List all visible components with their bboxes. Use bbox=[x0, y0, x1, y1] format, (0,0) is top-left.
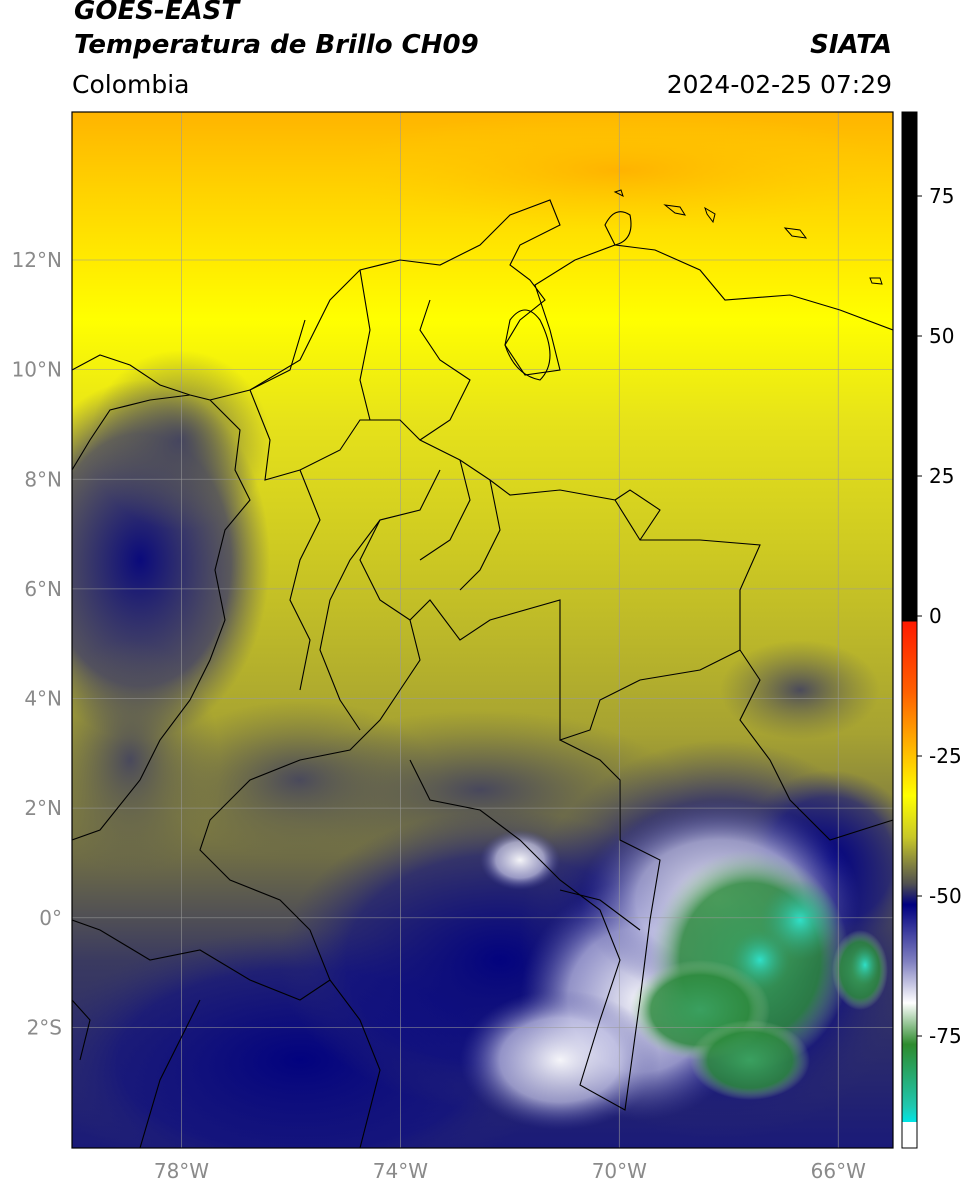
latitude-label: 8°N bbox=[24, 467, 62, 491]
longitude-label: 70°W bbox=[592, 1159, 647, 1183]
colorbar-tick-label: 75 bbox=[929, 184, 954, 208]
colorbar-tick-label: 0 bbox=[929, 604, 942, 628]
colorbar-ticks: 75 50 25 0 -25 -50 -75 bbox=[917, 184, 962, 1048]
longitude-label: 66°W bbox=[811, 1159, 866, 1183]
datetime-label: 2024-02-25 07:29 bbox=[666, 70, 892, 99]
latitude-labels: 12°N 10°N 8°N 6°N 4°N 2°N 0° 2°S bbox=[12, 248, 62, 1039]
colorbar-tick-label: 50 bbox=[929, 324, 954, 348]
region-label: Colombia bbox=[72, 70, 190, 99]
colorbar-tick-label: -50 bbox=[929, 884, 962, 908]
map-frame bbox=[71, 111, 894, 1149]
boundaries bbox=[72, 199, 893, 1148]
longitude-labels: 78°W 74°W 70°W 66°W bbox=[154, 1159, 866, 1183]
latitude-label: 0° bbox=[39, 906, 62, 930]
colorbar-tick-label: -75 bbox=[929, 1024, 962, 1048]
colorbar bbox=[901, 111, 918, 1149]
longitude-label: 78°W bbox=[154, 1159, 209, 1183]
satellite-title: GOES-EAST bbox=[74, 0, 240, 26]
latitude-label: 10°N bbox=[12, 358, 62, 382]
satellite-imagery bbox=[72, 112, 893, 1148]
colorbar-tick-label: -25 bbox=[929, 744, 962, 768]
latitude-label: 4°N bbox=[24, 687, 62, 711]
latitude-label: 12°N bbox=[12, 248, 62, 272]
graticule bbox=[72, 112, 893, 1148]
agency-label: SIATA bbox=[810, 30, 892, 60]
product-title: Temperatura de Brillo CH09 bbox=[74, 30, 479, 60]
latitude-label: 6°N bbox=[24, 577, 62, 601]
longitude-label: 74°W bbox=[373, 1159, 428, 1183]
latitude-label: 2°S bbox=[27, 1015, 62, 1039]
colorbar-tick-label: 25 bbox=[929, 464, 954, 488]
latitude-label: 2°N bbox=[24, 796, 62, 820]
